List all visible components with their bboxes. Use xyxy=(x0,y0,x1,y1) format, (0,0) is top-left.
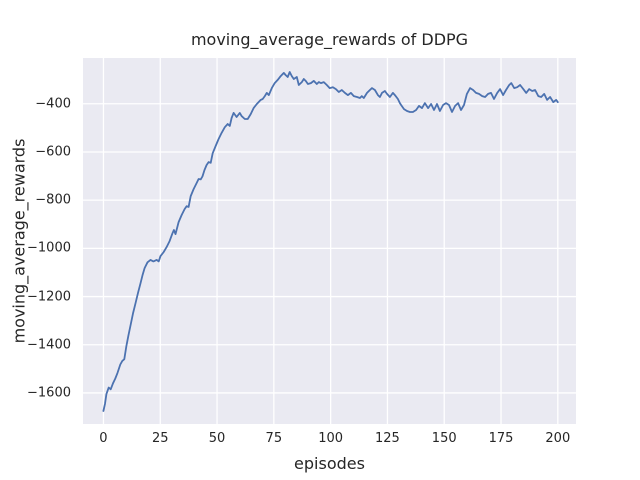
plot-area xyxy=(83,58,576,424)
y-tick-label: −400 xyxy=(35,96,71,112)
y-tick-label: −1000 xyxy=(27,240,71,256)
reward-line xyxy=(102,71,559,412)
x-tick-label: 50 xyxy=(208,431,226,446)
y-axis-label: moving_average_rewards xyxy=(9,138,29,344)
x-tick-label: 125 xyxy=(375,431,400,446)
x-tick-label: 150 xyxy=(431,431,457,446)
x-tick-label: 25 xyxy=(151,431,169,446)
x-tick-label: 175 xyxy=(488,431,514,446)
plot-background xyxy=(83,58,576,424)
x-tick-label: 75 xyxy=(265,431,283,446)
x-axis-label: episodes xyxy=(294,454,365,473)
x-tick-label: 100 xyxy=(318,431,344,446)
y-tick-label: −1600 xyxy=(27,385,71,401)
y-tick-label: −1200 xyxy=(27,289,71,305)
x-tick-label: 200 xyxy=(545,431,571,446)
y-tick-label: −600 xyxy=(35,144,71,160)
chart-title: moving_average_rewards of DDPG xyxy=(190,30,469,49)
y-tick-label: −800 xyxy=(35,192,71,208)
y-tick-label: −1400 xyxy=(27,337,71,353)
x-tick-label: 0 xyxy=(99,431,108,446)
